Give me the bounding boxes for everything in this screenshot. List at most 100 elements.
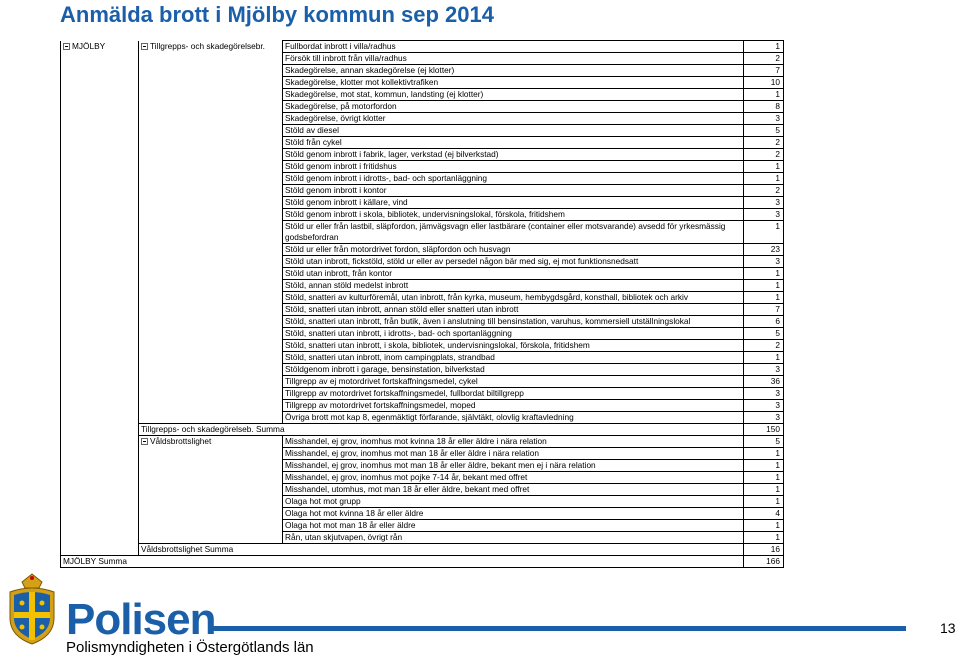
- crime-type-cell: Stöld från cykel: [282, 136, 744, 149]
- crime-type-cell: Stöld, snatteri utan inbrott, från butik…: [282, 315, 744, 328]
- collapse-toggle-icon[interactable]: [141, 438, 148, 445]
- crime-type-cell-label: Stöld utan inbrott, från kontor: [285, 268, 393, 279]
- table-row: Misshandel, ej grov, inomhus mot man 18 …: [61, 459, 784, 472]
- count-cell: 8: [743, 100, 784, 113]
- table-row: Skadegörelse, annan skadegörelse (ej klo…: [61, 64, 784, 77]
- count-cell-label: 3: [775, 388, 780, 399]
- crime-type-cell-label: Misshandel, ej grov, inomhus mot pojke 7…: [285, 472, 528, 483]
- crime-type-cell: Skadegörelse, klotter mot kollektivtrafi…: [282, 76, 744, 89]
- crime-type-cell: Stöld, snatteri utan inbrott, i skola, b…: [282, 339, 744, 352]
- crime-type-cell: Försök till inbrott från villa/radhus: [282, 52, 744, 65]
- polisen-logo-text: Polisen: [66, 595, 216, 644]
- count-cell: 7: [743, 303, 784, 316]
- count-cell-label: 1: [775, 161, 780, 172]
- count-cell-label: 2: [775, 185, 780, 196]
- table-row: Skadegörelse, mot stat, kommun, landstin…: [61, 88, 784, 101]
- count-cell-label: 1: [775, 268, 780, 279]
- count-cell: 1: [743, 351, 784, 364]
- count-cell: 3: [743, 363, 784, 376]
- count-cell: 23: [743, 243, 784, 256]
- total-label: MJÖLBY Summa: [60, 555, 744, 568]
- count-cell-label: 7: [775, 304, 780, 315]
- report-body: MJÖLBY Tillgrepps- och skadegörelsebr. Ful…: [60, 40, 784, 568]
- table-row: Stöld ur eller från motordrivet fordon, …: [61, 243, 784, 256]
- crime-type-cell-label: Stöld, annan stöld medelst inbrott: [285, 280, 409, 291]
- crime-type-cell-label: Stöld genom inbrott i skola, bibliotek, …: [285, 209, 565, 220]
- crime-type-cell: Stöld genom inbrott i idrotts-, bad- och…: [282, 172, 744, 185]
- crime-type-cell: Misshandel, ej grov, inomhus mot man 18 …: [282, 447, 744, 460]
- table-row: Stöld genom inbrott i idrotts-, bad- och…: [61, 172, 784, 185]
- footer-subtitle: Polismyndigheten i Östergötlands län: [66, 639, 314, 656]
- crime-type-cell-label: Stöldgenom inbrott i garage, bensinstati…: [285, 364, 485, 375]
- municipality-cell: MJÖLBY: [60, 40, 139, 556]
- crime-type-cell: Stöld genom inbrott i fritidshus: [282, 160, 744, 173]
- table-row: Stöld ur eller från lastbil, släpfordon,…: [61, 220, 784, 244]
- count-cell-label: 1: [775, 280, 780, 291]
- footer: Polisen Polismyndigheten i Östergötlands…: [0, 570, 960, 657]
- count-cell-label: 23: [770, 244, 780, 255]
- group-cell-vald-label: Våldsbrottslighet: [150, 436, 212, 446]
- crime-type-cell-label: Stöld ur eller från motordrivet fordon, …: [285, 244, 511, 255]
- crime-type-cell-label: Stöld genom inbrott i fritidshus: [285, 161, 397, 172]
- crime-type-cell: Tillgrepp av motordrivet fortskaffningsm…: [282, 399, 744, 412]
- footer-divider-bar: [210, 626, 906, 631]
- count-cell: 1: [743, 531, 784, 544]
- crime-type-cell-label: Stöld, snatteri utan inbrott, i skola, b…: [285, 340, 590, 351]
- count-cell: 3: [743, 399, 784, 412]
- crime-type-cell-label: Skadegörelse, annan skadegörelse (ej klo…: [285, 65, 455, 76]
- crime-type-cell-label: Tillgrepp av motordrivet fortskaffningsm…: [285, 400, 476, 411]
- count-cell-label: 3: [775, 113, 780, 124]
- crime-type-cell: Stöld utan inbrott, fickstöld, stöld ur …: [282, 255, 744, 268]
- count-cell: 10: [743, 76, 784, 89]
- group-cell-tillgrepp-label: Tillgrepps- och skadegörelsebr.: [150, 40, 265, 51]
- table-row: Stöld genom inbrott i kontor 2: [61, 184, 784, 197]
- crime-type-cell-label: Stöld av diesel: [285, 125, 339, 136]
- count-cell-label: 2: [775, 149, 780, 160]
- crime-type-cell: Övriga brott mot kap 8, egenmäktigt förf…: [282, 411, 744, 424]
- crime-type-cell: Olaga hot mot man 18 år eller äldre: [282, 519, 744, 532]
- count-cell: 3: [743, 411, 784, 424]
- collapse-toggle-icon[interactable]: [141, 42, 148, 50]
- count-cell: 3: [743, 255, 784, 268]
- count-cell-label: 1: [775, 292, 780, 303]
- crime-type-cell: Stöld genom inbrott i fabrik, lager, ver…: [282, 148, 744, 161]
- group-summary-value: 150: [743, 423, 784, 436]
- count-cell-label: 1: [775, 532, 780, 543]
- group-summary-label-label: Tillgrepps- och skadegörelseb. Summa: [141, 424, 285, 435]
- crime-type-cell-label: Stöld, snatteri utan inbrott, inom campi…: [285, 352, 495, 363]
- count-cell: 2: [743, 184, 784, 197]
- count-cell-label: 1: [775, 221, 780, 232]
- crime-type-cell: Stöld, snatteri av kulturföremål, utan i…: [282, 291, 744, 304]
- crime-type-cell: Tillgrepp av ej motordrivet fortskaffnin…: [282, 375, 744, 388]
- table-row: Stöld, snatteri utan inbrott, i skola, b…: [61, 339, 784, 352]
- count-cell-label: 3: [775, 412, 780, 423]
- crime-type-cell: Skadegörelse, annan skadegörelse (ej klo…: [282, 64, 744, 77]
- count-cell: 1: [743, 279, 784, 292]
- crime-type-cell: Misshandel, ej grov, inomhus mot man 18 …: [282, 459, 744, 472]
- table-row: Våldsbrottslighet Misshandel, ej grov, in…: [61, 435, 784, 544]
- crime-type-cell: Misshandel, ej grov, inomhus mot kvinna …: [282, 435, 744, 448]
- total-label-label: MJÖLBY Summa: [63, 556, 127, 567]
- count-cell: 6: [743, 315, 784, 328]
- crime-type-cell-label: Stöld genom inbrott i idrotts-, bad- och…: [285, 173, 488, 184]
- count-cell-label: 8: [775, 101, 780, 112]
- crime-type-cell-label: Skadegörelse, på motorfordon: [285, 101, 397, 112]
- crime-type-cell-label: Stöld, snatteri av kulturföremål, utan i…: [285, 292, 689, 303]
- count-cell-label: 3: [775, 256, 780, 267]
- collapse-toggle-icon[interactable]: [63, 42, 70, 50]
- crime-type-cell-label: Stöld genom inbrott i kontor: [285, 185, 387, 196]
- crime-type-cell: Stöldgenom inbrott i garage, bensinstati…: [282, 363, 744, 376]
- group-summary-value-label: 150: [766, 424, 780, 435]
- summary-row: Våldsbrottslighet Summa 16: [61, 543, 784, 556]
- crime-type-cell-label: Misshandel, ej grov, inomhus mot kvinna …: [285, 436, 547, 447]
- crime-type-cell: Stöld genom inbrott i källare, vind: [282, 196, 744, 209]
- count-cell-label: 1: [775, 460, 780, 471]
- table-row: MJÖLBY Tillgrepps- och skadegörelsebr. Ful…: [60, 40, 784, 556]
- count-cell-label: 10: [770, 77, 780, 88]
- crime-type-cell: Skadegörelse, mot stat, kommun, landstin…: [282, 88, 744, 101]
- count-cell: 1: [743, 160, 784, 173]
- crime-type-cell: Tillgrepp av motordrivet fortskaffningsm…: [282, 387, 744, 400]
- count-cell: 2: [743, 339, 784, 352]
- crime-type-cell-label: Olaga hot mot man 18 år eller äldre: [285, 520, 416, 531]
- total-value-label: 166: [766, 556, 780, 567]
